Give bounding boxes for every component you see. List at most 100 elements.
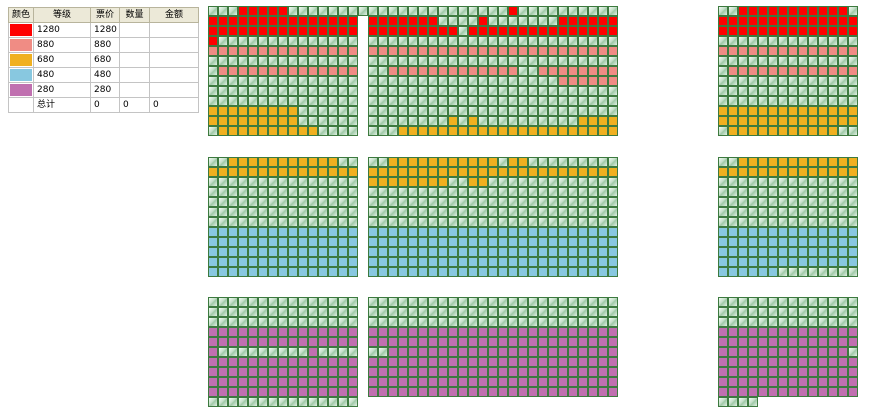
seat-available[interactable] <box>848 96 858 106</box>
seat-available[interactable] <box>398 207 408 217</box>
seat-available[interactable] <box>448 187 458 197</box>
seat-available[interactable] <box>448 106 458 116</box>
seat-available[interactable] <box>348 126 358 136</box>
seat-available[interactable] <box>478 187 488 197</box>
seat-tier[interactable] <box>728 16 738 26</box>
seat-tier[interactable] <box>238 257 248 267</box>
seat-tier[interactable] <box>808 377 818 387</box>
seat-tier[interactable] <box>298 337 308 347</box>
seat-available[interactable] <box>838 207 848 217</box>
seat-available[interactable] <box>348 86 358 96</box>
seat-tier[interactable] <box>488 46 498 56</box>
seat-tier[interactable] <box>788 257 798 267</box>
seat-available[interactable] <box>558 177 568 187</box>
seat-tier[interactable] <box>388 387 398 397</box>
seat-tier[interactable] <box>248 257 258 267</box>
legend-row-680[interactable]: 680 680 <box>8 52 199 68</box>
seat-available[interactable] <box>528 86 538 96</box>
seat-available[interactable] <box>478 297 488 307</box>
seat-available[interactable] <box>488 76 498 86</box>
seat-tier[interactable] <box>848 257 858 267</box>
seat-available[interactable] <box>498 207 508 217</box>
seat-available[interactable] <box>738 177 748 187</box>
seat-available[interactable] <box>608 96 618 106</box>
seat-tier[interactable] <box>318 237 328 247</box>
seat-available[interactable] <box>808 187 818 197</box>
seat-tier[interactable] <box>288 257 298 267</box>
seat-available[interactable] <box>558 217 568 227</box>
seat-available[interactable] <box>378 6 388 16</box>
seat-tier[interactable] <box>238 377 248 387</box>
seat-tier[interactable] <box>528 237 538 247</box>
seat-available[interactable] <box>338 197 348 207</box>
seat-available[interactable] <box>258 76 268 86</box>
seat-tier[interactable] <box>748 367 758 377</box>
seat-tier[interactable] <box>318 357 328 367</box>
seat-tier[interactable] <box>418 177 428 187</box>
seat-available[interactable] <box>238 307 248 317</box>
seat-available[interactable] <box>438 317 448 327</box>
seat-tier[interactable] <box>418 167 428 177</box>
seat-available[interactable] <box>298 116 308 126</box>
seat-tier[interactable] <box>418 46 428 56</box>
seat-available[interactable] <box>598 207 608 217</box>
seat-tier[interactable] <box>438 367 448 377</box>
seat-available[interactable] <box>438 297 448 307</box>
seat-tier[interactable] <box>788 16 798 26</box>
seat-tier[interactable] <box>578 126 588 136</box>
seat-tier[interactable] <box>458 167 468 177</box>
seat-available[interactable] <box>238 76 248 86</box>
seat-tier[interactable] <box>468 257 478 267</box>
seat-tier[interactable] <box>838 377 848 387</box>
seat-available[interactable] <box>328 76 338 86</box>
seat-tier[interactable] <box>818 327 828 337</box>
seat-tier[interactable] <box>258 267 268 277</box>
seat-tier[interactable] <box>518 227 528 237</box>
seat-available[interactable] <box>588 106 598 116</box>
seat-available[interactable] <box>398 297 408 307</box>
seat-tier[interactable] <box>818 237 828 247</box>
seat-available[interactable] <box>428 76 438 86</box>
seat-tier[interactable] <box>758 357 768 367</box>
seat-tier[interactable] <box>828 16 838 26</box>
seat-available[interactable] <box>718 126 728 136</box>
seat-tier[interactable] <box>518 247 528 257</box>
seat-available[interactable] <box>388 56 398 66</box>
seat-available[interactable] <box>248 217 258 227</box>
seat-tier[interactable] <box>818 337 828 347</box>
seat-available[interactable] <box>368 96 378 106</box>
seat-available[interactable] <box>408 116 418 126</box>
seat-tier[interactable] <box>368 267 378 277</box>
seat-tier[interactable] <box>278 66 288 76</box>
seat-available[interactable] <box>418 317 428 327</box>
seat-available[interactable] <box>428 116 438 126</box>
seat-tier[interactable] <box>378 387 388 397</box>
seat-available[interactable] <box>518 177 528 187</box>
seat-available[interactable] <box>428 96 438 106</box>
seat-tier[interactable] <box>758 106 768 116</box>
seat-available[interactable] <box>748 96 758 106</box>
seat-available[interactable] <box>768 197 778 207</box>
seat-tier[interactable] <box>438 167 448 177</box>
seat-tier[interactable] <box>758 167 768 177</box>
seat-available[interactable] <box>328 297 338 307</box>
seat-available[interactable] <box>558 116 568 126</box>
seat-available[interactable] <box>388 197 398 207</box>
seat-available[interactable] <box>518 36 528 46</box>
seat-tier[interactable] <box>338 257 348 267</box>
seat-available[interactable] <box>788 297 798 307</box>
seat-tier[interactable] <box>278 26 288 36</box>
seat-available[interactable] <box>598 187 608 197</box>
seat-tier[interactable] <box>798 6 808 16</box>
seat-tier[interactable] <box>468 347 478 357</box>
seat-tier[interactable] <box>428 237 438 247</box>
seat-tier[interactable] <box>598 167 608 177</box>
seat-tier[interactable] <box>578 387 588 397</box>
seat-available[interactable] <box>488 297 498 307</box>
seat-available[interactable] <box>838 126 848 136</box>
seat-tier[interactable] <box>748 247 758 257</box>
seat-tier[interactable] <box>388 66 398 76</box>
seat-tier[interactable] <box>248 237 258 247</box>
seat-available[interactable] <box>448 36 458 46</box>
seat-tier[interactable] <box>538 126 548 136</box>
